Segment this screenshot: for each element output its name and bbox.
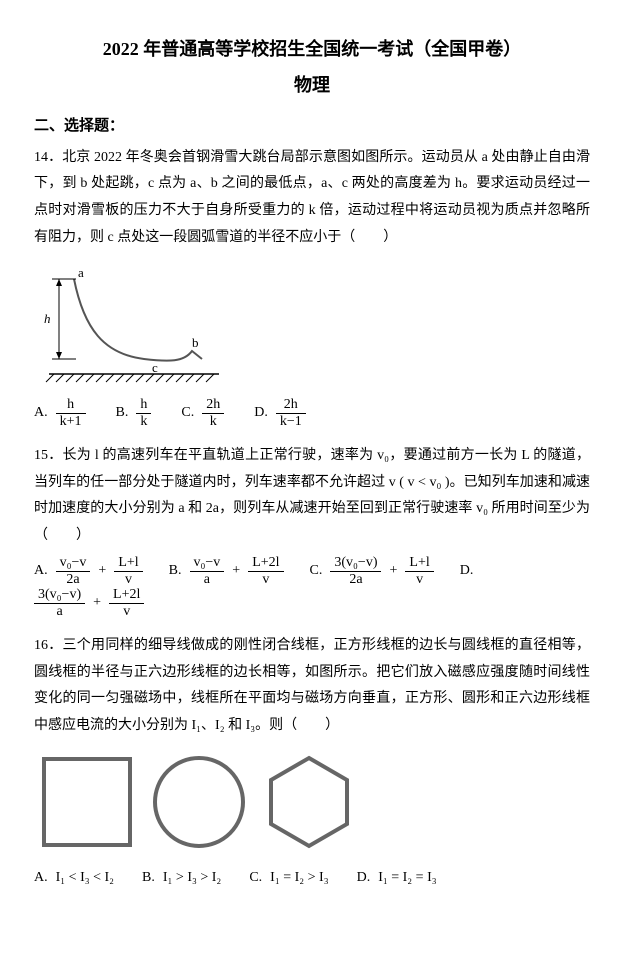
svg-text:a: a — [78, 265, 84, 280]
q14-text: 14．北京 2022 年冬奥会首钢滑雪大跳台局部示意图如图所示。运动员从 a 处… — [34, 145, 590, 251]
choice-label: A. — [34, 865, 48, 892]
q14-choice-c: C. 2hk — [181, 397, 224, 429]
q14-choice-d: D. 2hk−1 — [254, 397, 306, 429]
choice-label: A. — [34, 400, 48, 427]
choice-label: C. — [249, 865, 262, 892]
q15-text: 15．长为 l 的高速列车在平直轨道上正常行驶，速率为 v₀，要通过前方一长为 … — [34, 443, 590, 549]
q15-choice-b: B. v₀−va + L+2lv — [169, 555, 284, 587]
svg-text:b: b — [192, 335, 199, 350]
q15-choice-a: A. v₀−v2a + L+lv — [34, 555, 143, 587]
choice-text: I₁ = I₂ > I₃ — [270, 865, 328, 892]
q14-number: 14． — [34, 150, 62, 165]
title-line1: 2022 年普通高等学校招生全国统一考试（全国甲卷） — [34, 32, 590, 66]
q14-body: 北京 2022 年冬奥会首钢滑雪大跳台局部示意图如图所示。运动员从 a 处由静止… — [34, 150, 590, 245]
q16-number: 16． — [34, 638, 63, 653]
q16-choices: A. I₁ < I₃ < I₂ B. I₁ > I₃ > I₂ C. I₁ = … — [34, 865, 590, 892]
choice-text: I₁ = I₂ = I₃ — [378, 865, 436, 892]
choice-text: I₁ < I₃ < I₂ — [56, 865, 114, 892]
q16-body: 三个用同样的细导线做成的刚性闭合线框，正方形线框的边长与圆线框的直径相等，圆线框… — [34, 638, 590, 733]
choice-text: I₁ > I₃ > I₂ — [163, 865, 221, 892]
q15-choice-d: D. — [460, 558, 474, 585]
choice-label: A. — [34, 558, 48, 585]
title-line2: 物理 — [34, 68, 590, 102]
svg-text:h: h — [44, 311, 51, 326]
choice-label: B. — [169, 558, 182, 585]
choice-label: B. — [142, 865, 155, 892]
q15-body: 长为 l 的高速列车在平直轨道上正常行驶，速率为 v₀，要通过前方一长为 L 的… — [34, 448, 590, 543]
q14-choices: A. hk+1 B. hk C. 2hk D. 2hk−1 — [34, 397, 590, 429]
choice-label: D. — [357, 865, 371, 892]
choice-label: C. — [181, 400, 194, 427]
q16-choice-b: B. I₁ > I₃ > I₂ — [142, 865, 221, 892]
svg-text:c: c — [152, 360, 158, 375]
q14-figure: a b c h — [34, 259, 590, 389]
q16-figure — [34, 747, 590, 857]
q15-choice-c: C. 3(v₀−v)2a + L+lv — [310, 555, 434, 587]
section-label: 二、选择题： — [34, 112, 590, 141]
choice-label: B. — [116, 400, 129, 427]
q16-choice-c: C. I₁ = I₂ > I₃ — [249, 865, 328, 892]
q16-choice-d: D. I₁ = I₂ = I₃ — [357, 865, 437, 892]
q16-text: 16．三个用同样的细导线做成的刚性闭合线框，正方形线框的边长与圆线框的直径相等，… — [34, 633, 590, 739]
choice-label: D. — [254, 400, 268, 427]
q14-choice-a: A. hk+1 — [34, 397, 86, 429]
q15-choice-d-expr: 3(v₀−v)a + L+2lv — [34, 587, 590, 619]
q14-choice-b: B. hk — [116, 397, 152, 429]
choice-label: D. — [460, 558, 474, 585]
q15-choices: A. v₀−v2a + L+lv B. v₀−va + L+2lv C. 3(v… — [34, 555, 590, 619]
choice-label: C. — [310, 558, 323, 585]
q16-choice-a: A. I₁ < I₃ < I₂ — [34, 865, 114, 892]
q15-number: 15． — [34, 448, 63, 463]
